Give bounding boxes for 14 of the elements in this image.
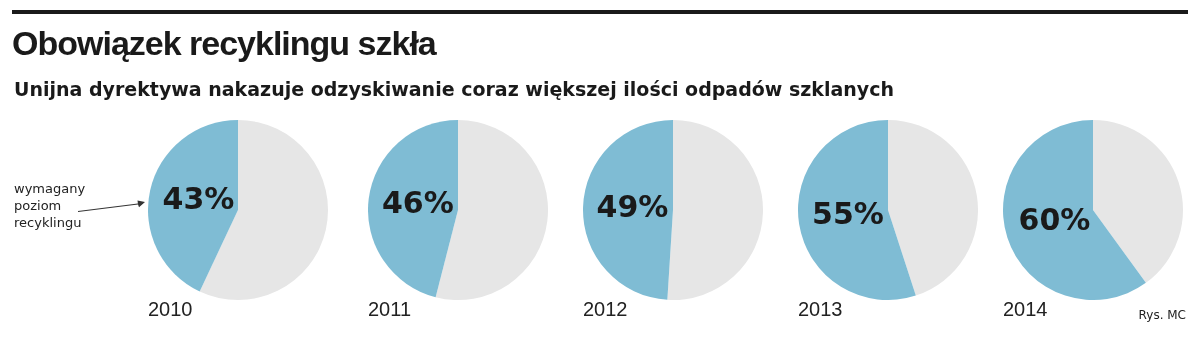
- chart-title: Obowiązek recyklingu szkła: [12, 24, 436, 63]
- text: 2013: [798, 298, 843, 321]
- text: 2011: [368, 298, 412, 321]
- data-label: 49%: [596, 188, 669, 224]
- data-label: 60%: [1018, 202, 1091, 238]
- text: 2012: [583, 298, 628, 321]
- text: Rys. MC: [1138, 308, 1186, 322]
- data-label: 46%: [381, 184, 454, 220]
- data-label: 55%: [812, 196, 884, 232]
- text: 2010: [148, 298, 193, 321]
- text: 2014: [1003, 298, 1048, 321]
- text: wymagany poziom recyklingu: [14, 180, 87, 231]
- data-label: 43%: [162, 180, 235, 216]
- text: Unijna dyrektywa nakazuje odzyskiwanie coraz większej ilości odpadów szklanych: [14, 78, 895, 100]
